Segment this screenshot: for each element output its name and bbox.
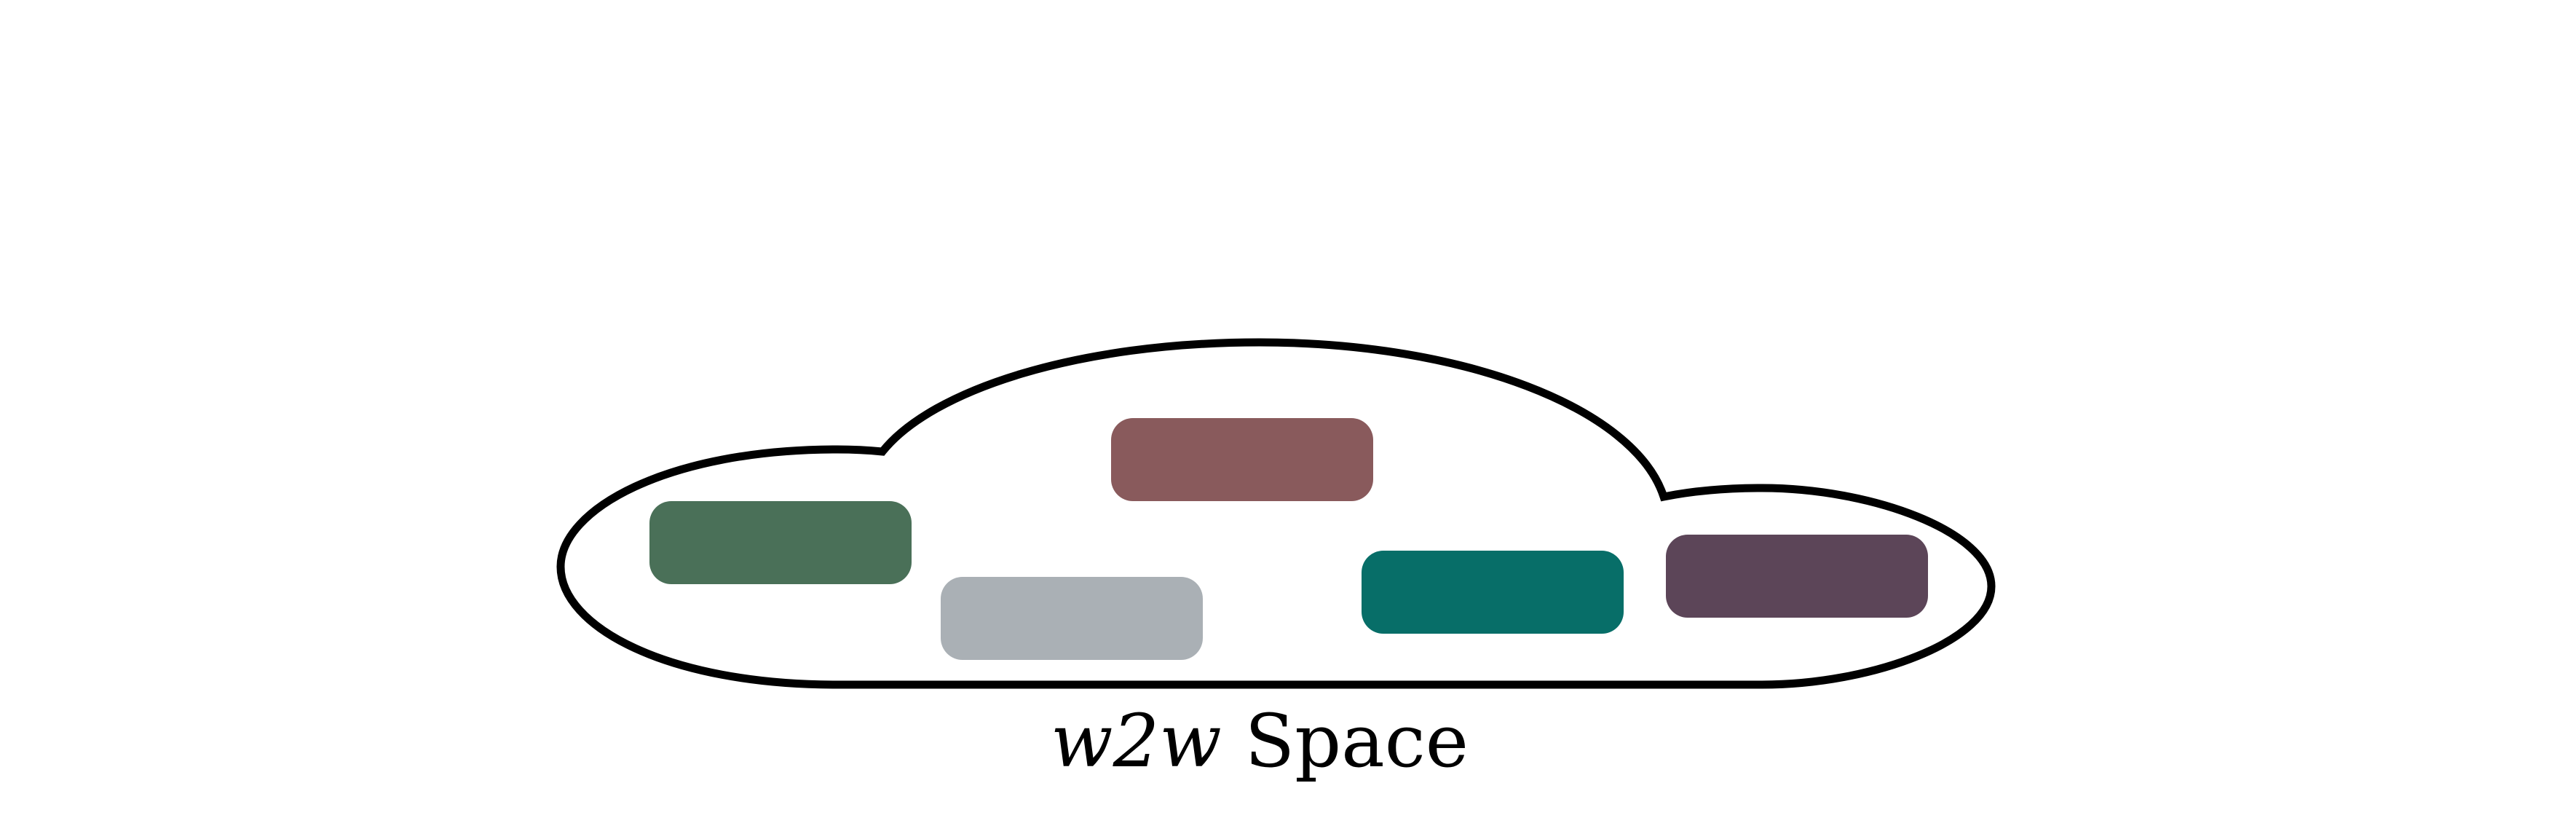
gray-box [941, 577, 1203, 660]
purple-box [1666, 535, 1928, 618]
diagram-caption: w2w Space [1051, 699, 1469, 784]
caption-regular-part: Space [1222, 699, 1469, 784]
mauve-box [1111, 418, 1373, 501]
cloud-outline [556, 338, 1996, 689]
caption-italic-part: w2w [1051, 699, 1222, 784]
teal-box [1362, 551, 1624, 634]
green-box [649, 501, 912, 584]
